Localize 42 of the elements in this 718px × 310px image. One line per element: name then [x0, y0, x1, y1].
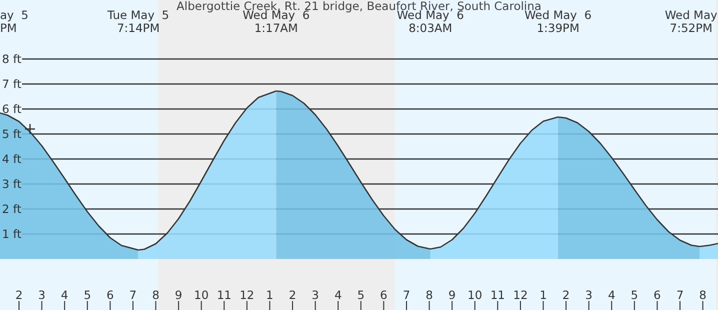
y-tick-label: 1 ft	[2, 227, 22, 241]
x-tick-label: 1	[266, 288, 274, 302]
y-tick-label: 7 ft	[2, 77, 22, 91]
x-tick-label: 10	[194, 288, 209, 302]
y-tick-label: 6 ft	[2, 102, 22, 116]
x-tick-label: 4	[60, 288, 68, 302]
x-tick-label: 6	[380, 288, 388, 302]
x-tick-label: 2	[15, 288, 23, 302]
x-tick-label: 5	[84, 288, 92, 302]
x-tick-label: 7	[129, 288, 137, 302]
x-tick-label: 1	[540, 288, 547, 302]
x-tick-label: 2	[288, 288, 296, 302]
annotation: Wed May 7:52PM	[664, 8, 718, 35]
y-tick-label: 5 ft	[2, 127, 22, 141]
x-tick-label: 2	[562, 288, 570, 302]
x-tick-label: 8	[152, 288, 160, 302]
y-tick-label: 4 ft	[2, 152, 22, 166]
x-tick-label: 12	[513, 288, 528, 302]
x-tick-label: 6	[654, 288, 661, 302]
x-tick-label: 5	[357, 288, 365, 302]
y-tick-label: 8 ft	[2, 52, 22, 66]
x-tick-label: 12	[240, 288, 254, 302]
x-tick-label: 3	[312, 288, 319, 302]
x-tick-label: 6	[106, 288, 114, 302]
x-tick-label: 3	[38, 288, 46, 302]
x-tick-label: 4	[334, 288, 342, 302]
x-tick-label: 8	[699, 288, 706, 302]
x-tick-label: 5	[630, 288, 638, 302]
x-tick-label: 7	[402, 288, 410, 302]
x-tick-label: 4	[608, 288, 616, 302]
y-tick-label: 2 ft	[2, 202, 22, 216]
x-tick-label: 8	[426, 288, 433, 302]
x-tick-label: 11	[216, 288, 232, 302]
x-tick-label: 9	[174, 288, 182, 302]
annotation: ay 5 PM	[0, 8, 28, 35]
x-tick-label: 9	[448, 288, 456, 302]
x-tick-label: 3	[585, 288, 592, 302]
x-tick-label: 11	[490, 288, 505, 302]
x-tick-label: 7	[676, 288, 684, 302]
x-tick-label: 10	[468, 288, 482, 302]
y-tick-label: 3 ft	[2, 177, 22, 191]
annotation: Tue May 5 7:14PM	[106, 8, 170, 35]
